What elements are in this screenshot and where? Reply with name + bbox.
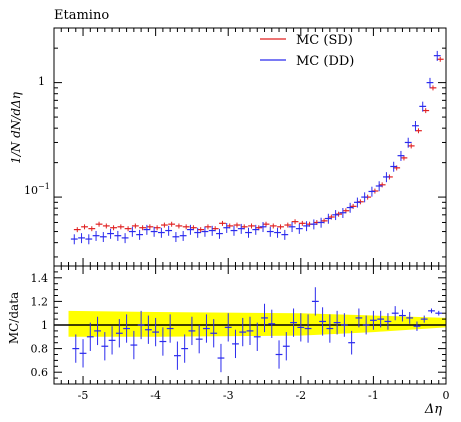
xtick-label: -1 (368, 389, 379, 402)
ratio-ytick-label: 1.4 (31, 272, 49, 285)
legend-label-sd: MC (SD) (296, 33, 353, 48)
legend-label-dd: MC (DD) (296, 54, 354, 69)
xtick-label: -4 (150, 389, 161, 402)
xtick-label: -2 (295, 389, 306, 402)
ratio-ytick-label: 0.8 (31, 343, 49, 356)
chart-title: Etamino (54, 8, 109, 23)
ratio-ytick-label: 1 (41, 319, 48, 332)
legend: MC (SD) MC (DD) (260, 33, 354, 69)
ratio-ytick-label: 1.2 (31, 295, 49, 308)
ytick-label-0.1: 10−1 (24, 182, 50, 197)
ratio-ticks: 0.6 0.8 1 1.2 1.4 -5 -4 -3 -2 -1 0 (31, 265, 450, 402)
main-ticks (53, 27, 447, 266)
main-series (70, 50, 444, 245)
xtick-label: -5 (78, 389, 89, 402)
xtick-label: 0 (443, 389, 450, 402)
ratio-ytick-label: 0.6 (31, 366, 49, 379)
ratio-ylabel: MC/data (7, 292, 21, 344)
xtick-label: -3 (223, 389, 234, 402)
ratio-panel: 0.6 0.8 1 1.2 1.4 -5 -4 -3 -2 -1 0 MC/data Δη (7, 265, 450, 417)
main-panel: Etamino 1/N dN/dΔη 10−1 1 MC (SD) MC (DD… (9, 8, 447, 267)
ytick-label-1: 1 (38, 75, 45, 88)
x-axis-label: Δη (424, 402, 442, 417)
main-ylabel: 1/N dN/dΔη (9, 91, 23, 164)
ratio-series (72, 287, 443, 373)
